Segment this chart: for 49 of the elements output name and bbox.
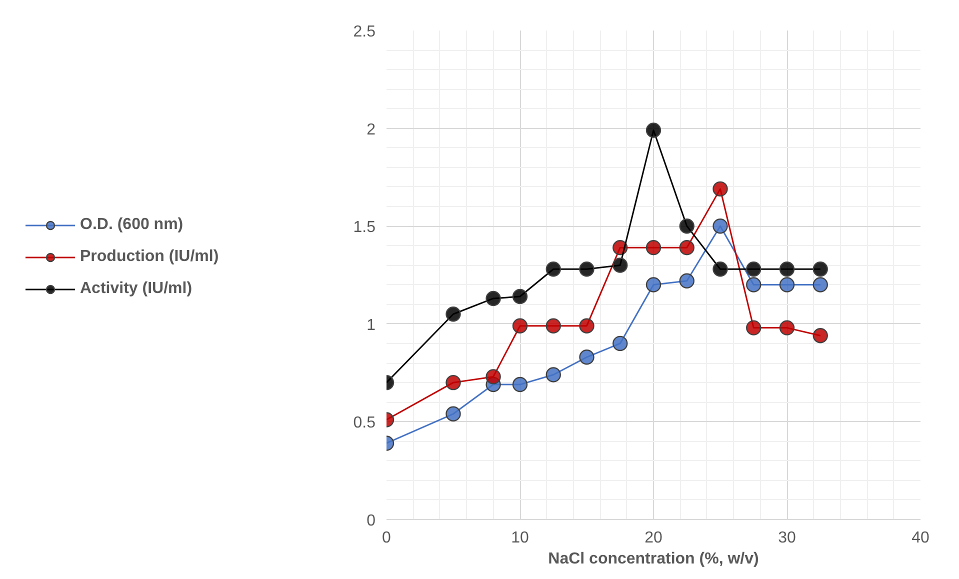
point (579, 350, 594, 365)
point (512, 318, 528, 334)
point (579, 262, 594, 277)
y-tick-label: 2 (366, 121, 376, 138)
point (679, 273, 694, 288)
point (446, 306, 461, 322)
legend-label: Activity (IU/ml) (80, 280, 192, 298)
point (512, 376, 528, 392)
point (612, 258, 628, 273)
point (646, 122, 662, 138)
point (812, 277, 828, 292)
point (446, 374, 461, 390)
point (712, 218, 728, 234)
point (812, 262, 828, 277)
point (712, 181, 728, 197)
x-tick-label: 40 (912, 530, 930, 546)
x-tick-label: 0 (382, 530, 392, 546)
point (646, 240, 662, 256)
y-tick-label: 0 (366, 512, 376, 530)
point (546, 367, 561, 382)
point (746, 262, 762, 277)
point (746, 277, 762, 292)
point (512, 288, 528, 304)
point (779, 277, 795, 292)
y-tick-label: 1.5 (353, 219, 376, 236)
point (486, 290, 501, 306)
point (486, 369, 501, 384)
point (746, 320, 762, 336)
point (812, 328, 828, 344)
point (446, 406, 461, 422)
point (679, 240, 694, 256)
point (546, 318, 561, 334)
x-tick-label: 10 (511, 530, 529, 546)
x-tick-label: 20 (644, 530, 662, 546)
x-axis-title: NaCl concentration (%, w/v) (548, 550, 759, 568)
legend-label: Production (IU/ml) (80, 248, 219, 266)
y-tick-label: 0.5 (353, 414, 376, 432)
point (712, 262, 728, 277)
point (579, 318, 594, 334)
point (779, 262, 795, 277)
point (646, 277, 662, 292)
point (779, 320, 795, 336)
y-tick-label: 2.5 (353, 24, 376, 40)
legend-label: O.D. (600 nm) (80, 216, 184, 234)
point (546, 262, 561, 277)
y-tick-label: 1 (366, 316, 376, 334)
x-tick-label: 30 (778, 530, 796, 546)
point (612, 336, 628, 352)
point (679, 218, 694, 234)
